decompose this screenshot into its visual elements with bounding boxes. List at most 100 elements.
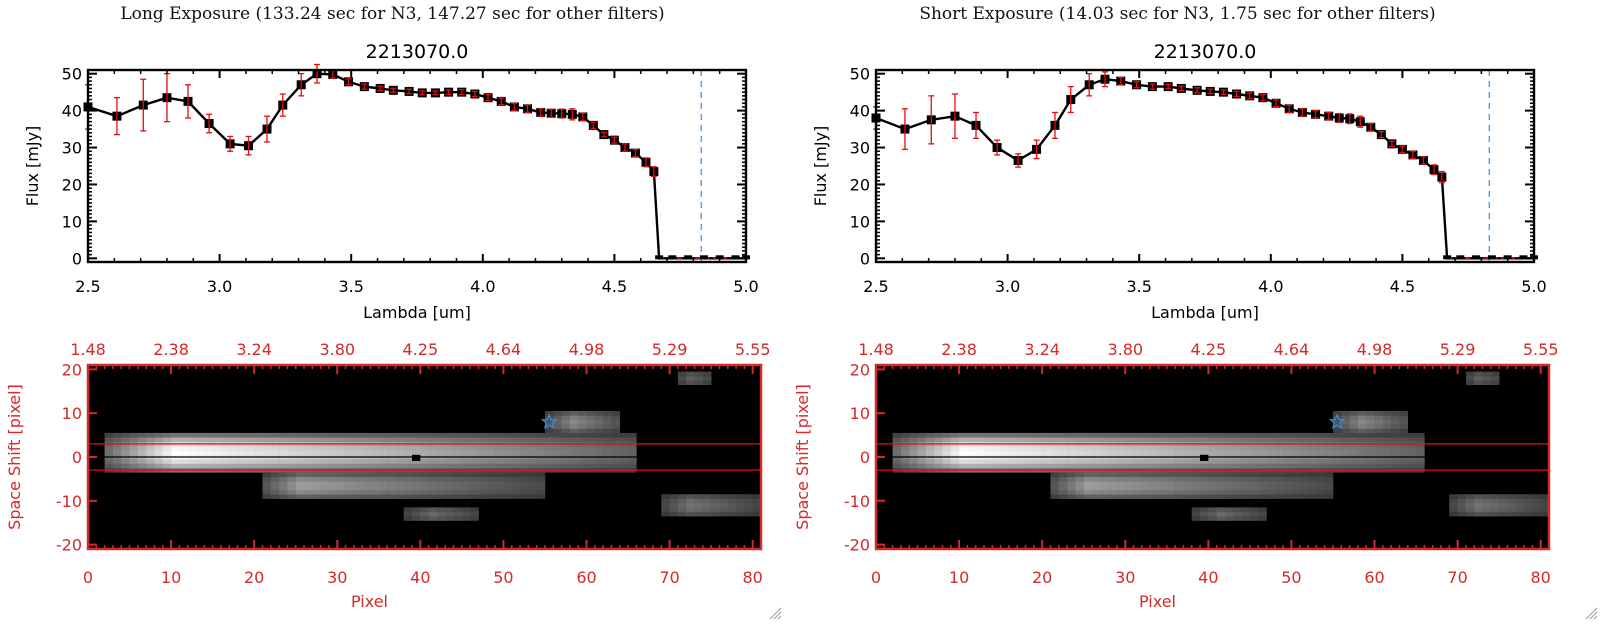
image-pixel bbox=[1208, 472, 1217, 478]
resize-grip-icon[interactable] bbox=[1584, 606, 1598, 620]
image-pixel bbox=[528, 450, 537, 456]
image-pixel bbox=[1033, 459, 1043, 464]
image-pixel bbox=[1407, 437, 1417, 442]
image-pixel bbox=[975, 463, 985, 469]
image-pixel bbox=[1332, 411, 1342, 416]
image-pixel bbox=[1000, 432, 1010, 438]
x-tick-label: 4.5 bbox=[1390, 277, 1415, 296]
panel-long-exposure: Long Exposure (133.24 sec for N3, 147.27… bbox=[0, 0, 785, 630]
star-marker-icon bbox=[1328, 413, 1346, 430]
image-pixel bbox=[1357, 415, 1367, 421]
image-pixel bbox=[628, 463, 637, 469]
image-pixel bbox=[129, 459, 139, 464]
resize-grip-icon[interactable] bbox=[768, 606, 782, 620]
image-pixel bbox=[611, 463, 621, 469]
image-pixel bbox=[1208, 446, 1217, 451]
data-point bbox=[699, 255, 708, 260]
image-pixel bbox=[1540, 494, 1550, 499]
image-pixel bbox=[1249, 446, 1259, 451]
image-pixel bbox=[677, 507, 687, 513]
image-pixel bbox=[1175, 485, 1184, 491]
image-pixel bbox=[619, 463, 629, 469]
image-pixel bbox=[112, 450, 122, 456]
image-pixel bbox=[1224, 494, 1234, 499]
image-pixel bbox=[1316, 450, 1325, 456]
image-pixel bbox=[403, 472, 413, 478]
image-pixel bbox=[1067, 432, 1076, 438]
image-pixel bbox=[1116, 481, 1126, 486]
image-pixel bbox=[1100, 485, 1109, 491]
image-pixel bbox=[495, 450, 504, 456]
image-pixel bbox=[594, 424, 604, 429]
image-pixel bbox=[1092, 463, 1101, 469]
image-pixel bbox=[1208, 481, 1217, 486]
image-pixel bbox=[900, 463, 910, 469]
image-pixel bbox=[586, 446, 596, 451]
image-pixel bbox=[328, 476, 338, 482]
image-pixel bbox=[478, 459, 488, 464]
image-pixel bbox=[1407, 446, 1417, 451]
image-pixel bbox=[436, 450, 446, 456]
image-pixel bbox=[536, 472, 546, 478]
image-pixel bbox=[420, 437, 429, 442]
image-pixel bbox=[1166, 489, 1176, 495]
image-pixel bbox=[353, 476, 363, 482]
image-pixel bbox=[536, 476, 546, 482]
image-pixel bbox=[1515, 511, 1525, 517]
image-pixel bbox=[1249, 516, 1259, 521]
image-pixel bbox=[744, 498, 753, 504]
image-pixel bbox=[436, 507, 446, 513]
image-pixel bbox=[254, 459, 263, 464]
image-pixel bbox=[486, 446, 496, 451]
image-pixel bbox=[694, 494, 704, 499]
image-pixel bbox=[1349, 446, 1359, 451]
image-pixel bbox=[1183, 446, 1193, 451]
image-pixel bbox=[1524, 498, 1533, 504]
image-pixel bbox=[436, 437, 446, 442]
image-pixel bbox=[229, 459, 238, 464]
image-pixel bbox=[1357, 450, 1367, 456]
error-bar bbox=[1246, 92, 1253, 100]
image-pixel bbox=[171, 446, 180, 451]
image-pixel bbox=[1075, 472, 1085, 478]
error-bar bbox=[1233, 90, 1240, 98]
image-pixel bbox=[520, 485, 529, 491]
image-pixel bbox=[337, 446, 346, 451]
image-pixel bbox=[1067, 450, 1076, 456]
image-pixel bbox=[686, 380, 695, 386]
image-pixel bbox=[312, 463, 321, 469]
top-tick-label: 2.38 bbox=[941, 340, 977, 359]
image-pixel bbox=[702, 375, 712, 381]
error-bar bbox=[632, 148, 639, 158]
image-pixel bbox=[1241, 450, 1251, 456]
image-pixel bbox=[328, 463, 338, 469]
image-pixel bbox=[1382, 411, 1392, 416]
image-pixel bbox=[1332, 463, 1342, 469]
image-pixel bbox=[1308, 459, 1317, 464]
image-pixel bbox=[320, 494, 330, 499]
image-pixel bbox=[1308, 450, 1317, 456]
image-pixel bbox=[1133, 463, 1143, 469]
image-pixel bbox=[345, 437, 355, 442]
image-pixel bbox=[461, 481, 471, 486]
image-pixel bbox=[237, 459, 247, 464]
image-pixel bbox=[1191, 450, 1201, 456]
top-tick-label: 2.38 bbox=[153, 340, 189, 359]
error-bar bbox=[511, 102, 518, 112]
image-pixel bbox=[196, 459, 205, 464]
image-pixel bbox=[1116, 494, 1126, 499]
image-pixel bbox=[1407, 459, 1417, 464]
error-bar bbox=[650, 166, 657, 177]
image-pixel bbox=[287, 494, 297, 499]
image-pixel bbox=[428, 481, 438, 486]
image-pixel bbox=[1258, 450, 1267, 456]
image-pixel bbox=[1233, 432, 1242, 438]
source-blob bbox=[403, 507, 479, 521]
image-pixel bbox=[1308, 446, 1317, 451]
image-pixel bbox=[1249, 463, 1259, 469]
image-pixel bbox=[212, 437, 222, 442]
image-pixel bbox=[569, 415, 579, 421]
image-pixel bbox=[1274, 472, 1284, 478]
image-pixel bbox=[1399, 446, 1409, 451]
image-pixel bbox=[1241, 432, 1251, 438]
